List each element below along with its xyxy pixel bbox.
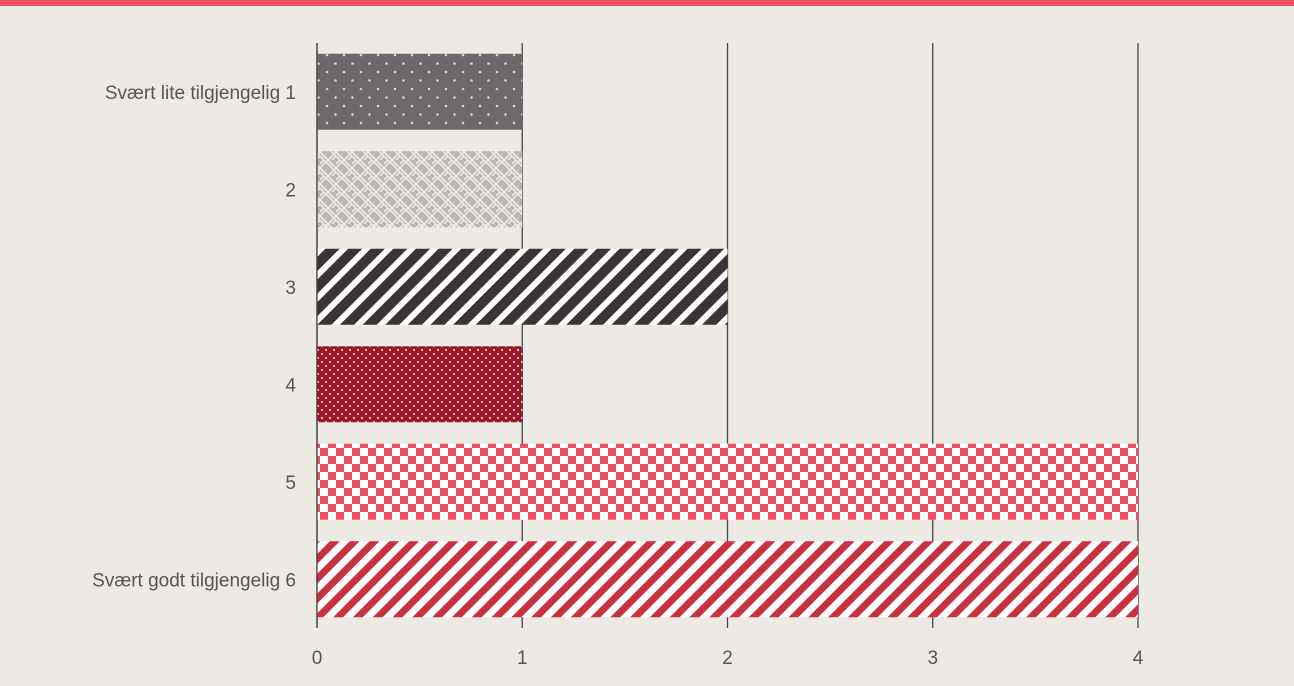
category-label-6: Svært godt tilgjengelig 6	[92, 570, 296, 591]
category-label-5: 5	[285, 473, 296, 494]
bar-3	[317, 248, 728, 325]
gridlines	[316, 43, 1139, 628]
category-label-4: 4	[285, 375, 296, 396]
category-label-2: 2	[285, 180, 296, 201]
bar-2	[317, 151, 523, 228]
bar-1	[317, 53, 523, 130]
x-tick-label-1: 1	[517, 648, 528, 669]
bar-5	[317, 443, 1138, 520]
category-labels: Svært lite tilgjengelig 1 2 3 4 5 Svært godt …	[92, 83, 296, 592]
x-tick-labels: 0 1 2 3 4	[312, 648, 1144, 669]
x-tick-label-4: 4	[1133, 648, 1144, 669]
category-label-1: Svært lite tilgjengelig 1	[105, 83, 296, 104]
category-label-3: 3	[285, 278, 296, 299]
bar-6	[317, 541, 1138, 618]
x-tick-label-2: 2	[722, 648, 733, 669]
top-accent-rule	[0, 0, 1294, 6]
bars	[316, 43, 1138, 628]
bar-4	[317, 346, 523, 423]
x-tick-label-0: 0	[312, 648, 323, 669]
x-tick-label-3: 3	[927, 648, 938, 669]
